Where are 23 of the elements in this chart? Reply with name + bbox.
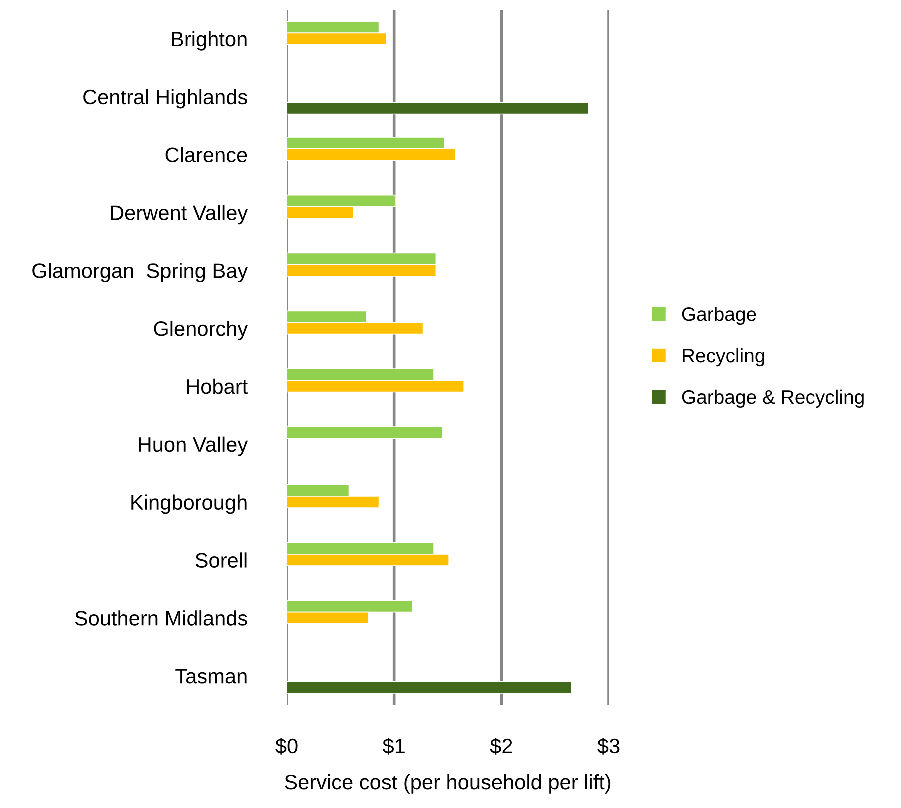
y-tick-label: Huon Valley: [139, 436, 248, 456]
y-tick-label: Kingborough: [132, 494, 247, 514]
y-tick-label: Central Highlands: [84, 89, 248, 109]
y-tick-label: Sorell: [196, 552, 247, 568]
x-tick-label: $2: [490, 738, 512, 755]
y-tick-label: Glamorgan Spring Bay: [32, 263, 248, 282]
y-tick-label: Derwent Valley: [111, 205, 248, 225]
bar: [287, 102, 590, 115]
x-tick-label: $3: [598, 738, 620, 755]
legend-label: Garbage: [682, 306, 756, 326]
x-tick-label: $1: [382, 738, 405, 755]
y-tick-label: Southern Midlands: [75, 610, 248, 626]
legend-label: Recycling: [683, 348, 764, 367]
x-axis-title: Service cost (per household per lift): [285, 774, 611, 794]
y-tick-label: Clarence: [166, 147, 248, 163]
y-tick-label: Tasman: [176, 669, 247, 684]
legend-label: Garbage & Recycling: [682, 390, 864, 408]
y-tick-label: Hobart: [187, 378, 248, 394]
y-tick-label: Glenorchy: [154, 320, 248, 340]
bar: [287, 681, 572, 694]
x-tick-label: $0: [276, 738, 298, 755]
y-tick-label: Brighton: [172, 31, 247, 51]
bar: [287, 426, 444, 440]
